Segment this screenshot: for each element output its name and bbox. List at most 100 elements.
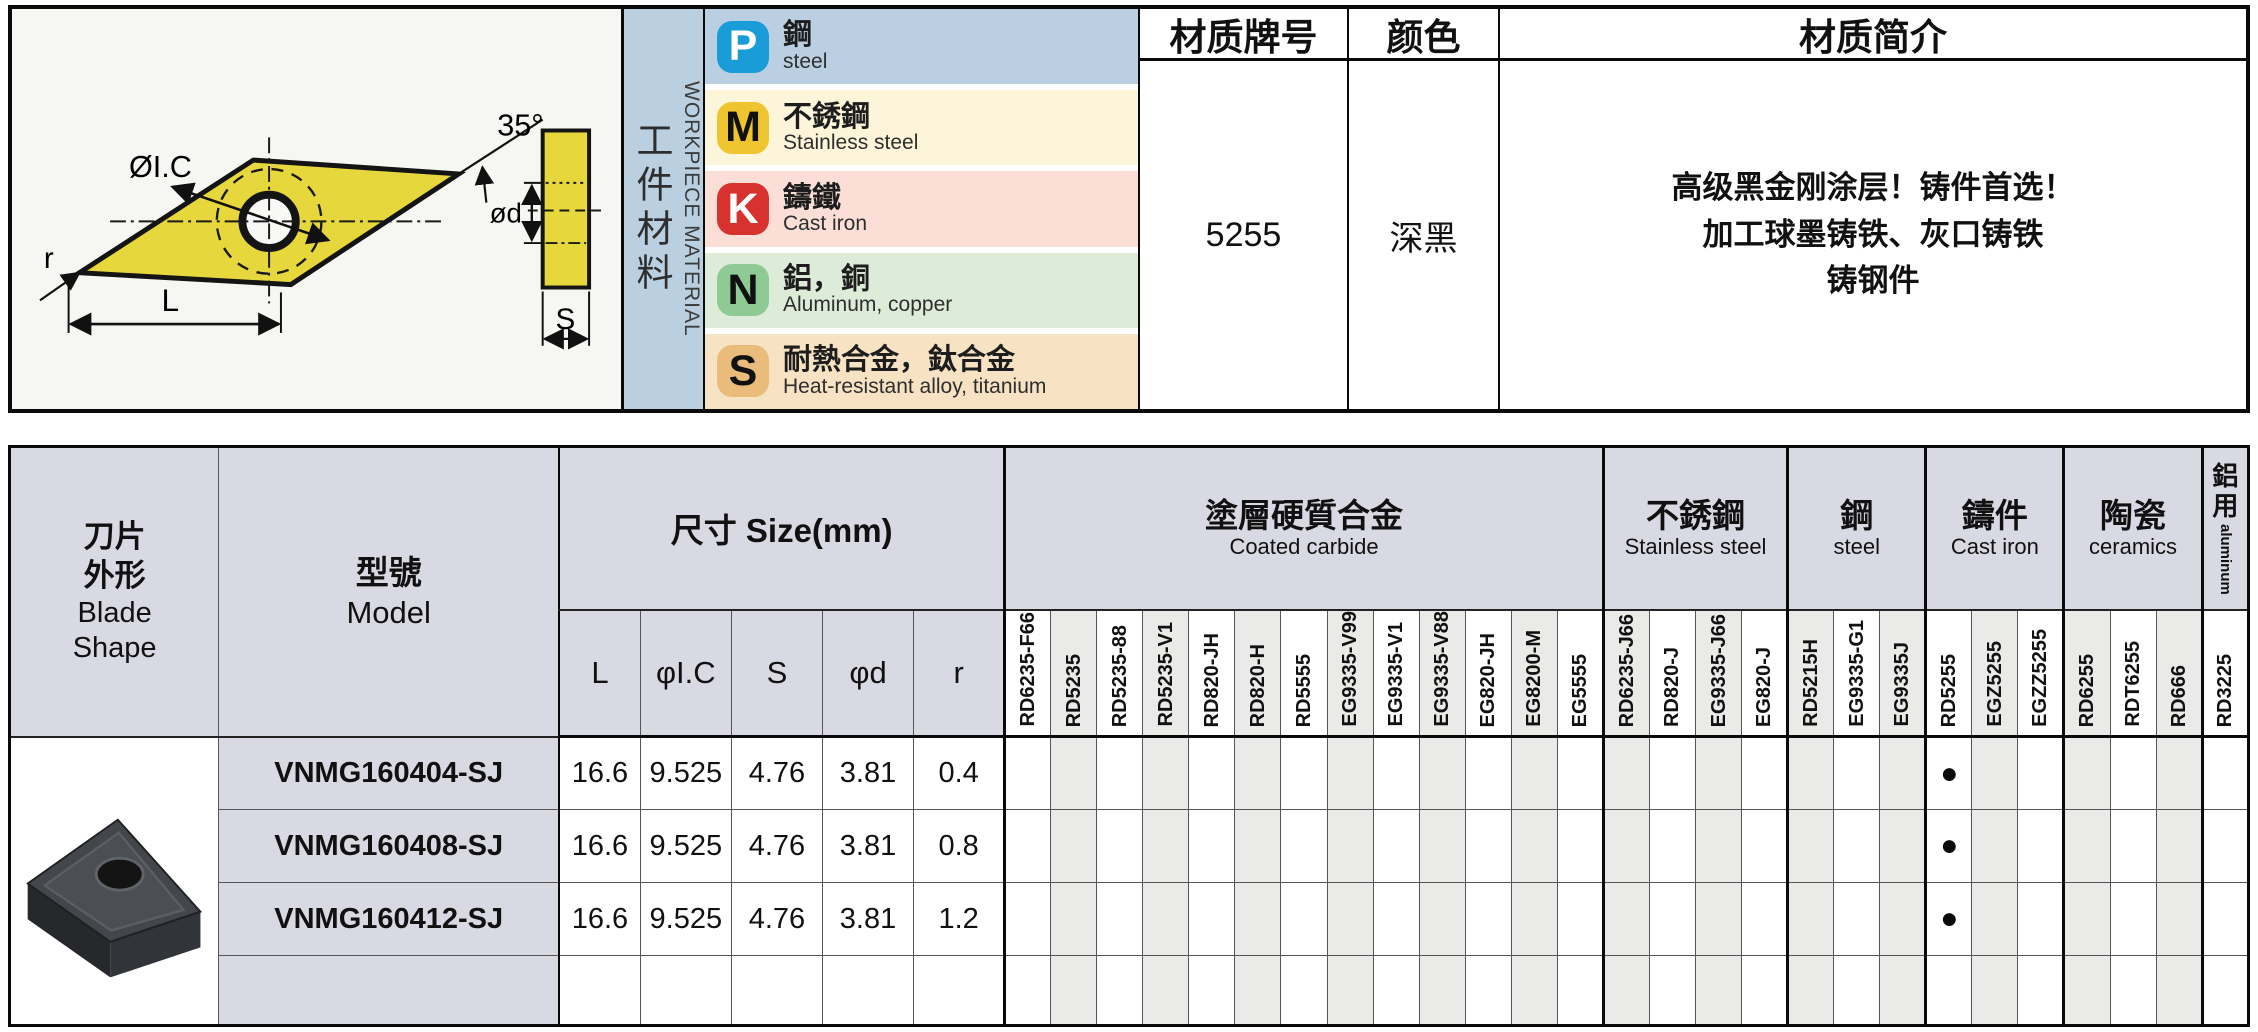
blade-photo-cell (8, 736, 220, 1026)
ic-cell (639, 955, 732, 1026)
cell-RD820-J (1648, 955, 1697, 1026)
group-header-cast-iron: 鑄件 Cast iron (1924, 446, 2065, 611)
grade-col-EGZ5255: EGZ5255 (1971, 609, 2019, 738)
cell-RD5555 (1280, 736, 1328, 810)
cell-RD6235-F66 (1003, 809, 1052, 883)
radius-label: r (44, 242, 54, 275)
cell-EG5555 (1556, 955, 1604, 1026)
cell-EGZZ5255 (2017, 736, 2065, 810)
size-col-4: φd (821, 609, 915, 738)
cell-EG9335-J66 (1694, 882, 1743, 956)
ic-cell: 9.525 (639, 736, 732, 810)
material-row-p: P 鋼 steel (705, 9, 1138, 85)
cell-RD820-H (1234, 736, 1282, 810)
grade-col-label: RD3225 (2214, 653, 2237, 727)
cell-EG8200-M (1510, 809, 1558, 883)
cell-RD820-H (1234, 809, 1282, 883)
grade-col-label: EG9335J (1891, 642, 1914, 727)
group-zh: 鑄件 (1961, 497, 2028, 535)
grade-col-RDT6255: RDT6255 (2109, 609, 2157, 738)
group-zh: 鋼 (1840, 497, 1874, 535)
grade-col-label: RD6255 (2076, 653, 2099, 727)
s-cell: 4.76 (730, 736, 823, 810)
cell-RD6255 (2062, 882, 2111, 956)
grade-col-RD5235-88: RD5235-88 (1096, 609, 1144, 738)
cell-RD5215H (1786, 736, 1835, 810)
intro-header: 材质简介 (1500, 9, 2246, 61)
group-zh: 塗層硬質合金 (1205, 497, 1404, 535)
grade-col-RD666: RD666 (2155, 609, 2203, 738)
cell-RD5235 (1050, 955, 1098, 1026)
blade-shape-header: 刀片 外形 Blade Shape (8, 446, 220, 738)
cell-EG820-JH (1464, 882, 1512, 956)
cell-RDT6255 (2109, 882, 2157, 956)
cell-EGZZ5255 (2017, 882, 2065, 956)
cell-EG9335-J66 (1694, 809, 1743, 883)
group-zh: 不銹鋼 (1646, 497, 1746, 535)
grade-col-label: RD5255 (1938, 653, 1961, 727)
material-zh: 鋼 (783, 19, 813, 52)
cell-RD5235-V1 (1142, 882, 1190, 956)
model-cell: VNMG160404-SJ (218, 736, 560, 810)
angle-label: 35° (497, 108, 543, 142)
spec-table-wrap: 刀片 外形 Blade Shape 型號 Model 尺寸 Size(mm) 塗層硬質合金 Co… (8, 445, 2250, 1027)
cell-EG8200-M (1510, 736, 1558, 810)
cell-RD5235-88 (1096, 955, 1144, 1026)
cell-EG820-J (1741, 809, 1789, 883)
color-header: 颜色 (1349, 9, 1498, 61)
material-en: Aluminum, copper (783, 293, 953, 317)
workpiece-title-en: WORKPIECE MATERIAL (680, 81, 703, 337)
cell-EG9335-G1 (1833, 736, 1881, 810)
grade-column: 材质牌号 5255 (1140, 9, 1349, 409)
blade-shape-zh: 外形 (83, 557, 146, 593)
mark-RD5255: ● (1924, 882, 1973, 956)
grade-col-label: RDT6255 (2122, 641, 2145, 727)
cell-EG8200-M (1510, 882, 1558, 956)
size-col-2: φI.C (639, 609, 732, 738)
workpiece-title-zh: 工件材料 (631, 121, 672, 297)
cell-RD6235-J66 (1601, 809, 1650, 883)
group-en: steel (1833, 534, 1880, 560)
cell-RD3225 (2200, 955, 2250, 1026)
size-col-3: S (730, 609, 823, 738)
grade-col-RD5235: RD5235 (1050, 609, 1098, 738)
l-cell: 16.6 (558, 882, 641, 956)
cell-RD5235-V1 (1142, 955, 1190, 1026)
s-cell: 4.76 (730, 809, 823, 883)
cell-RD820-H (1234, 882, 1282, 956)
s-cell: 4.76 (730, 882, 823, 956)
size-group-header: 尺寸 Size(mm) (558, 446, 1006, 611)
l-cell: 16.6 (558, 809, 641, 883)
cell-EG9335-V1 (1372, 882, 1420, 956)
cell-EG9335-V99 (1326, 882, 1374, 956)
insert-spec-table: 刀片 外形 Blade Shape 型號 Model 尺寸 Size(mm) 塗層硬質合金 Co… (8, 445, 2250, 1027)
grade-col-label: EG820-J (1753, 646, 1776, 727)
cell-RD5235-88 (1096, 882, 1144, 956)
grade-col-EG9335J: EG9335J (1879, 609, 1927, 738)
group-header-aluminum: 鋁用 aluminum (2200, 446, 2250, 611)
grade-col-RD5235-V1: RD5235-V1 (1142, 609, 1190, 738)
grade-col-label: RD5555 (1292, 653, 1315, 727)
cell-RD5255 (1924, 955, 1973, 1026)
ic-label: ØI.C (129, 150, 192, 184)
radius-arrow (39, 271, 82, 302)
model-cell: VNMG160412-SJ (218, 882, 560, 956)
group-header-stainless-steel: 不銹鋼 Stainless steel (1601, 446, 1789, 611)
group-header-row: 刀片 外形 Blade Shape 型號 Model 尺寸 Size(mm) 塗層硬質合金 Co… (8, 446, 2250, 738)
blade-shape-en: Shape (72, 631, 157, 664)
grade-header: 材质牌号 (1140, 9, 1347, 61)
table-row: VNMG160412-SJ 16.6 9.525 4.76 3.81 1.2 ● (10, 882, 2250, 956)
group-en: Stainless steel (1624, 534, 1767, 560)
group-en: Cast iron (1950, 534, 2039, 560)
grade-col-EGZZ5255: EGZZ5255 (2017, 609, 2065, 738)
cell-EG820-JH (1464, 809, 1512, 883)
cell-EG820-JH (1464, 955, 1512, 1026)
grade-col-RD5555: RD5555 (1280, 609, 1328, 738)
cell-RDT6255 (2109, 955, 2157, 1026)
grade-col-RD820-H: RD820-H (1234, 609, 1282, 738)
material-row-s: S 耐熱合金，鈦合金 Heat-resistant alloy, titaniu… (705, 333, 1138, 410)
l-cell: 16.6 (558, 736, 641, 810)
grade-col-EG820-JH: EG820-JH (1464, 609, 1512, 738)
material-en: steel (783, 49, 828, 73)
grade-col-RD3225: RD3225 (2200, 609, 2250, 738)
